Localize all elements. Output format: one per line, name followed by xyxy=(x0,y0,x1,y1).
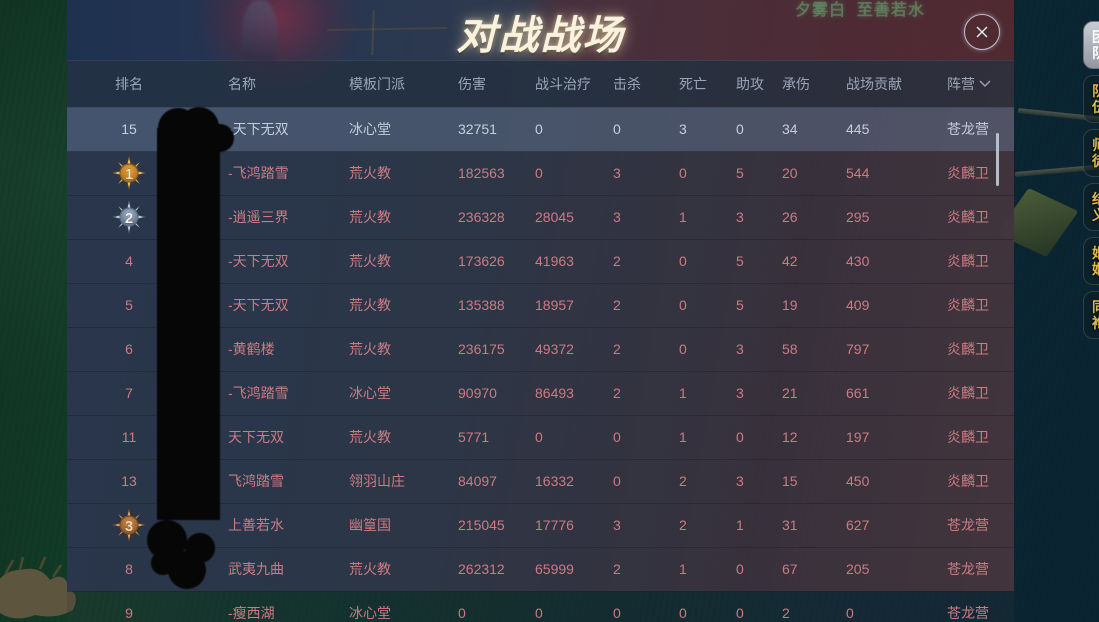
svg-text:1: 1 xyxy=(125,166,133,183)
svg-text:2: 2 xyxy=(125,210,133,227)
svg-text:3: 3 xyxy=(125,518,133,535)
